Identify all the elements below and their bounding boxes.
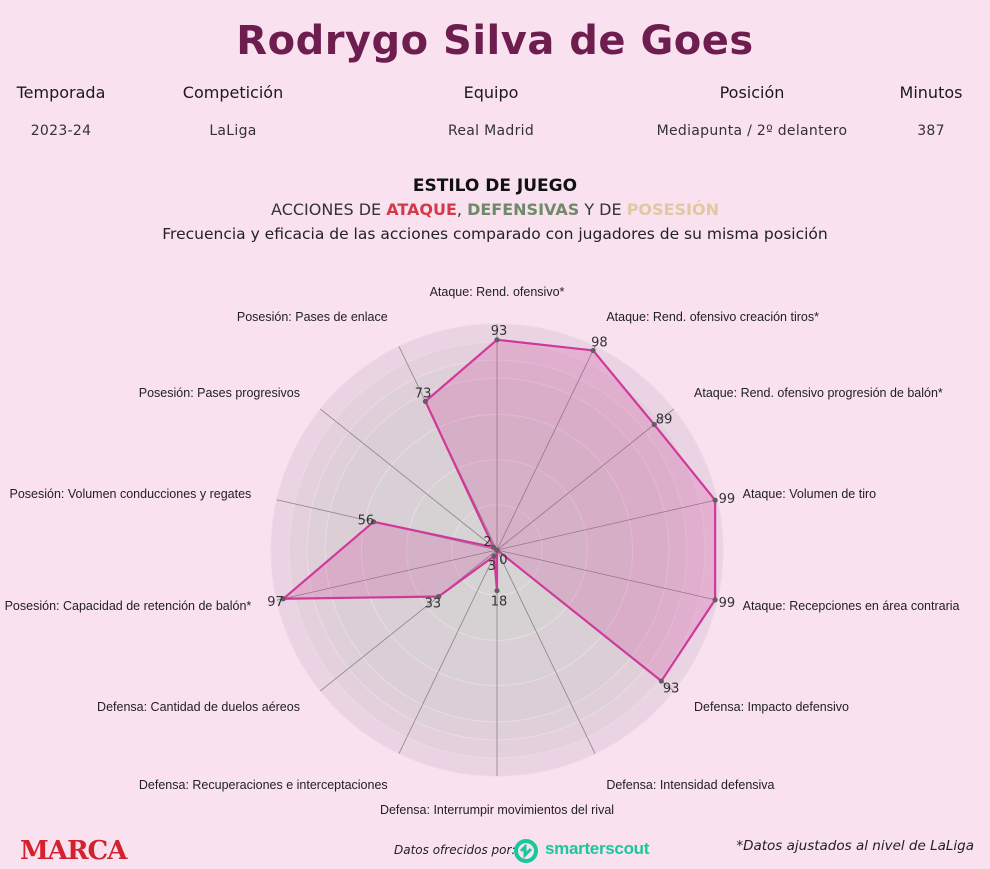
radar-point-12 bbox=[490, 544, 497, 550]
radar-axis-label-6: Defensa: Intensidad defensiva bbox=[606, 778, 774, 792]
radar-spoke-4 bbox=[496, 549, 718, 601]
radar-point-6 bbox=[494, 547, 500, 553]
value-equipo: Real Madrid bbox=[447, 123, 535, 139]
radar-spoke-12 bbox=[320, 408, 498, 551]
radar-spoke-8 bbox=[398, 549, 498, 754]
radar-value-label-6: 0 bbox=[499, 553, 507, 568]
radar-axis-label-11: Posesión: Volumen conducciones y regates bbox=[9, 487, 251, 501]
radar-point-7 bbox=[494, 588, 500, 594]
radar-axis-label-10: Posesión: Capacidad de retención de baló… bbox=[5, 599, 252, 613]
radar-axis-label-7: Defensa: Interrumpir movimientos del riv… bbox=[380, 803, 614, 817]
value-temporada: 2023-24 bbox=[30, 123, 92, 139]
player-name-title: Rodrygo Silva de Goes bbox=[236, 18, 754, 64]
style-comma: , bbox=[456, 200, 468, 219]
radar-point-0 bbox=[494, 337, 500, 343]
radar-point-8 bbox=[491, 553, 497, 559]
radar-axis-labels: Ataque: Rend. ofensivo* Ataque: Rend. ofe… bbox=[5, 285, 960, 817]
adjusted-data-note: *Datos ajustados al nivel de LaLiga bbox=[736, 838, 974, 854]
value-competicion: LaLiga bbox=[209, 123, 257, 139]
radar-spoke-10 bbox=[276, 549, 498, 601]
style-posesion: POSESIÓN bbox=[626, 200, 719, 219]
value-minutos: 387 bbox=[917, 123, 945, 139]
radar-spoke-1 bbox=[496, 346, 596, 551]
marca-logo: MARCA bbox=[20, 836, 127, 866]
radar-axis-label-3: Ataque: Volumen de tiro bbox=[743, 487, 876, 501]
style-description: Frecuencia y eficacia de las acciones co… bbox=[162, 225, 828, 243]
radar-value-label-8: 3 bbox=[488, 559, 496, 574]
radar-axis-label-2: Ataque: Rend. ofensivo progresión de bal… bbox=[694, 386, 943, 400]
radar-value-label-2: 89 bbox=[656, 412, 673, 427]
radar-point-2 bbox=[651, 421, 657, 428]
radar-axis-label-1: Ataque: Rend. ofensivo creación tiros* bbox=[606, 310, 819, 324]
radar-value-label-9: 33 bbox=[425, 597, 442, 612]
smarterscout-icon bbox=[514, 839, 538, 863]
radar-value-label-13: 73 bbox=[415, 386, 432, 401]
radar-spoke-3 bbox=[496, 499, 718, 551]
info-header-row: Temporada Competición Equipo Posición Mi… bbox=[0, 83, 990, 107]
radar-axis-label-4: Ataque: Recepciones en área contraria bbox=[743, 599, 960, 613]
radar-axis-label-12: Posesión: Pases progresivos bbox=[139, 386, 300, 400]
style-ataque: ATAQUE bbox=[386, 200, 457, 219]
radar-axis-label-9: Defensa: Cantidad de duelos aéreos bbox=[97, 700, 300, 714]
radar-value-label-10: 97 bbox=[267, 595, 284, 610]
style-actions-line: ACCIONES DE ATAQUE, DEFENSIVAS Y DE POSE… bbox=[0, 200, 990, 219]
smarterscout-logo-text: smarterscout bbox=[545, 839, 650, 858]
radar-axis-label-8: Defensa: Recuperaciones e interceptacion… bbox=[139, 778, 388, 792]
header-minutos: Minutos bbox=[899, 83, 963, 102]
radar-axis-label-13: Posesión: Pases de enlace bbox=[237, 310, 388, 324]
radar-value-label-5: 93 bbox=[663, 681, 680, 696]
radar-value-label-11: 56 bbox=[358, 514, 375, 529]
header-temporada: Temporada bbox=[16, 83, 106, 102]
value-posicion: Mediapunta / 2º delantero bbox=[656, 123, 848, 139]
radar-point-1 bbox=[590, 347, 596, 354]
style-y-de: Y DE bbox=[579, 200, 627, 219]
radar-value-label-3: 99 bbox=[719, 492, 736, 507]
radar-value-label-12: 2 bbox=[484, 535, 492, 550]
info-values-row: 2023-24 LaLiga Real Madrid Mediapunta / … bbox=[0, 123, 990, 147]
radar-value-label-4: 99 bbox=[719, 596, 736, 611]
radar-spoke-2 bbox=[496, 408, 674, 551]
header-posicion: Posición bbox=[719, 83, 785, 102]
radar-point-3 bbox=[712, 497, 718, 503]
radar-point-4 bbox=[712, 597, 718, 603]
radar-axis-label-0: Ataque: Rend. ofensivo* bbox=[430, 285, 565, 299]
radar-point-10 bbox=[280, 596, 286, 602]
style-heading: ESTILO DE JUEGO bbox=[412, 176, 578, 196]
style-defensivas: DEFENSIVAS bbox=[467, 200, 580, 219]
style-line-pre: ACCIONES DE bbox=[271, 200, 387, 219]
radar-value-label-1: 98 bbox=[591, 335, 608, 350]
data-provider-caption: Datos ofrecidos por: bbox=[394, 843, 516, 857]
radar-point-13 bbox=[422, 398, 429, 404]
radar-spoke-9 bbox=[320, 549, 498, 692]
radar-point-11 bbox=[371, 519, 377, 525]
header-competicion: Competición bbox=[182, 83, 284, 102]
radar-value-label-7: 18 bbox=[491, 595, 508, 610]
radar-value-label-0: 93 bbox=[491, 324, 508, 339]
radar-point-9 bbox=[436, 593, 442, 600]
radar-spoke-6 bbox=[496, 549, 596, 754]
header-equipo: Equipo bbox=[463, 83, 519, 102]
radar-axis-label-5: Defensa: Impacto defensivo bbox=[694, 700, 849, 714]
radar-point-5 bbox=[658, 678, 664, 684]
